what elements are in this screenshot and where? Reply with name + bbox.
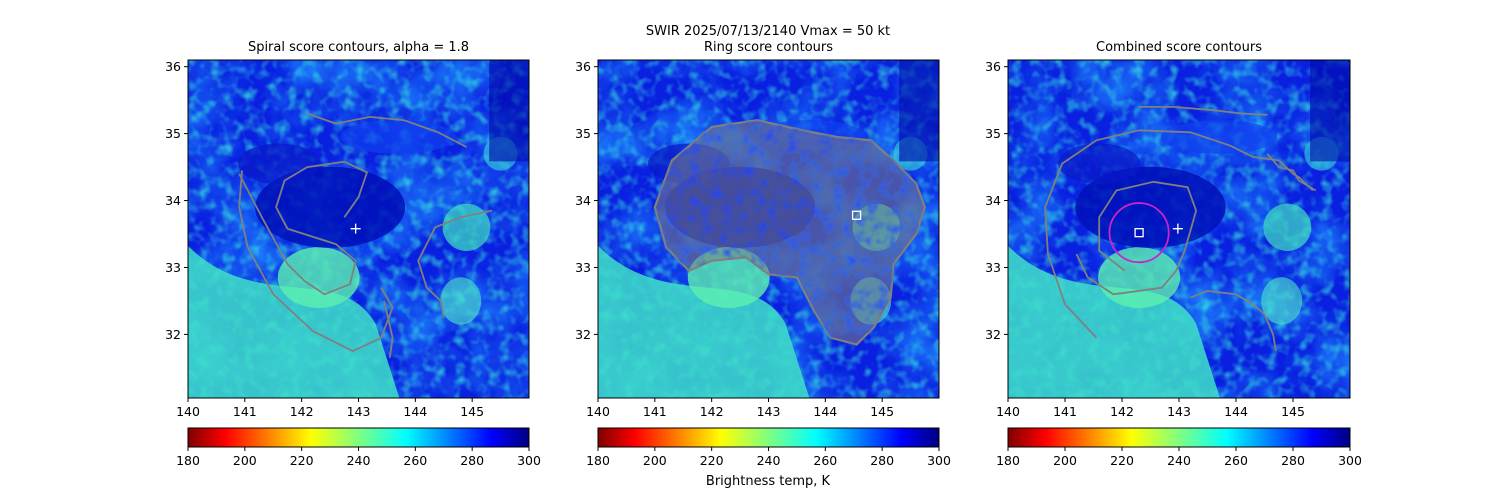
center-square-marker <box>851 210 862 220</box>
suptitle: SWIR 2025/07/13/2140 Vmax = 50 kt <box>646 24 890 39</box>
y-tick-label: 36 <box>165 59 181 74</box>
x-tick-label: 144 <box>813 404 837 419</box>
x-tick-label: 142 <box>700 404 724 419</box>
contour-texture <box>654 120 925 345</box>
colorbar-tick-label: 180 <box>996 453 1020 468</box>
colorbar-tick-label: 220 <box>1110 453 1134 468</box>
y-tick-label: 34 <box>165 193 181 208</box>
colorbar-tick-label: 300 <box>1338 453 1362 468</box>
colorbar-tick-label: 300 <box>927 453 951 468</box>
colorbar-tick-label: 260 <box>403 453 427 468</box>
contour-line <box>1139 106 1268 116</box>
colorbar <box>597 427 940 448</box>
panel-1: Spiral score contours, alpha = 1.8 140 141… <box>165 40 541 468</box>
center-plus-marker <box>1172 223 1183 234</box>
contour-line <box>417 209 493 318</box>
panel-title: Combined score contours <box>1096 40 1262 55</box>
y-tick-label: 32 <box>575 327 591 342</box>
contour-line <box>306 112 467 148</box>
x-tick-label: 141 <box>233 404 257 419</box>
panel-3: Combined score contours 140 141 142 143 144 14… <box>985 40 1362 468</box>
x-tick-label: 141 <box>643 404 667 419</box>
contour-line <box>1075 253 1089 278</box>
colorbar-tick-label: 200 <box>1053 453 1077 468</box>
x-tick-label: 140 <box>586 404 610 419</box>
colorbar <box>1007 427 1351 448</box>
x-tick-label: 142 <box>290 404 314 419</box>
contour-line <box>1266 153 1317 192</box>
x-tick-label: 144 <box>1224 404 1248 419</box>
colorbar-tick-label: 200 <box>233 453 257 468</box>
y-tick-label: 35 <box>985 126 1001 141</box>
y-tick-label: 36 <box>985 59 1001 74</box>
x-tick-label: 143 <box>347 404 371 419</box>
x-tick-label: 145 <box>460 404 484 419</box>
center-plus-marker <box>350 223 361 234</box>
contour-line <box>383 300 394 358</box>
contour-line <box>238 160 369 296</box>
y-tick-label: 32 <box>165 327 181 342</box>
x-tick-label: 140 <box>996 404 1020 419</box>
y-tick-label: 35 <box>575 126 591 141</box>
y-tick-label: 36 <box>575 59 591 74</box>
x-tick-label: 145 <box>1281 404 1305 419</box>
x-tick-label: 145 <box>870 404 894 419</box>
x-tick-label: 140 <box>176 404 200 419</box>
y-tick-label: 34 <box>985 193 1001 208</box>
y-tick-label: 33 <box>165 260 181 275</box>
x-tick-label: 141 <box>1053 404 1077 419</box>
contour-line <box>1087 180 1198 296</box>
panel-title: Ring score contours <box>704 40 833 55</box>
colorbar-tick-label: 180 <box>176 453 200 468</box>
y-tick-label: 33 <box>985 260 1001 275</box>
x-tick-label: 143 <box>1167 404 1191 419</box>
panel-2: Ring score contours 140 141 142 143 144 145 32 3… <box>575 40 951 468</box>
colorbar-tick-label: 200 <box>643 453 667 468</box>
colorbar-tick-label: 300 <box>517 453 541 468</box>
x-tick-label: 144 <box>403 404 427 419</box>
y-tick-label: 32 <box>985 327 1001 342</box>
colorbar-tick-label: 240 <box>347 453 371 468</box>
colorbar-tick-label: 220 <box>700 453 724 468</box>
colorbar-tick-label: 280 <box>1281 453 1305 468</box>
colorbar-tick-label: 180 <box>586 453 610 468</box>
colorbar-tick-label: 280 <box>460 453 484 468</box>
colorbar-tick-label: 260 <box>813 453 837 468</box>
brightness-temp-image <box>1008 60 1350 398</box>
contour-line <box>1190 289 1277 352</box>
colorbar-tick-label: 240 <box>1167 453 1191 468</box>
ring-circle-marker <box>1108 202 1170 264</box>
colorbar-tick-label: 220 <box>290 453 314 468</box>
y-tick-label: 34 <box>575 193 591 208</box>
contour-line <box>1044 129 1314 339</box>
panel-title: Spiral score contours, alpha = 1.8 <box>248 40 469 55</box>
x-tick-label: 142 <box>1110 404 1134 419</box>
colorbar-label: Brightness temp, K <box>706 474 831 489</box>
y-tick-label: 33 <box>575 260 591 275</box>
colorbar <box>187 427 530 448</box>
center-square-marker <box>1134 228 1144 238</box>
colorbar-tick-label: 260 <box>1224 453 1248 468</box>
colorbar-tick-label: 240 <box>757 453 781 468</box>
colorbar-tick-label: 280 <box>870 453 894 468</box>
y-tick-label: 35 <box>165 126 181 141</box>
x-tick-label: 143 <box>757 404 781 419</box>
